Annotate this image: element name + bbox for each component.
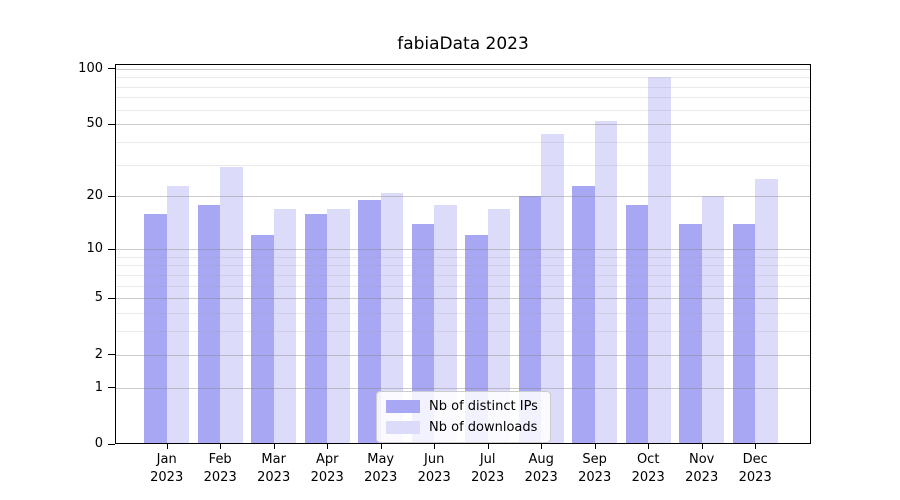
bar-distinct-ips-apr — [304, 213, 328, 444]
x-tick-mark-mar — [273, 444, 275, 449]
bar-downloads-may — [380, 192, 404, 444]
y-tick-label-1: 1 — [94, 379, 103, 395]
legend-item-distinct-ips: Nb of distinct IPs — [386, 399, 538, 414]
gridline-minor-40 — [115, 142, 811, 143]
x-tick-mark-jun — [434, 444, 436, 449]
y-tick-mark-5 — [108, 297, 115, 299]
gridline-major-100 — [115, 68, 811, 70]
y-tick-label-2: 2 — [94, 346, 103, 362]
gridline-minor-9 — [115, 256, 811, 258]
gridline-minor-3 — [115, 331, 811, 333]
gridline-major-2 — [115, 354, 811, 356]
gridline-major-5 — [115, 298, 811, 300]
legend-swatch-distinct-ips — [386, 400, 420, 413]
y-tick-mark-100 — [108, 68, 115, 70]
x-tick-label-nov: Nov 2023 — [685, 452, 719, 485]
x-tick-mark-dec — [755, 444, 757, 449]
y-tick-label-100: 100 — [78, 60, 103, 76]
x-tick-label-mar: Mar 2023 — [257, 452, 291, 485]
y-tick-label-10: 10 — [86, 241, 103, 256]
x-tick-mark-apr — [327, 444, 329, 449]
legend-label-downloads: Nb of downloads — [429, 420, 538, 435]
gridline-minor-80 — [115, 86, 811, 88]
x-tick-label-dec: Dec 2023 — [738, 452, 772, 485]
y-tick-mark-0 — [108, 443, 115, 445]
bar-distinct-ips-jun — [411, 223, 435, 444]
bar-downloads-jan — [166, 185, 190, 444]
x-tick-label-oct: Oct 2023 — [631, 452, 665, 485]
x-tick-mark-jul — [487, 444, 489, 449]
x-tick-mark-nov — [701, 444, 703, 449]
x-tick-mark-feb — [220, 444, 222, 449]
gridline-minor-60 — [115, 109, 811, 111]
bar-downloads-mar — [273, 208, 297, 444]
gridline-minor-7 — [115, 274, 811, 276]
legend: Nb of distinct IPs Nb of downloads — [376, 391, 551, 443]
gridline-minor-4 — [115, 313, 811, 315]
legend-swatch-downloads — [386, 421, 420, 434]
bar-distinct-ips-feb — [197, 204, 221, 444]
bar-distinct-ips-aug — [518, 196, 542, 444]
y-tick-label-5: 5 — [94, 290, 103, 306]
y-tick-label-50: 50 — [86, 116, 103, 132]
bar-distinct-ips-sep — [572, 185, 595, 444]
x-tick-label-jan: Jan 2023 — [150, 452, 184, 485]
bar-distinct-ips-dec — [732, 223, 756, 444]
x-tick-label-apr: Apr 2023 — [310, 452, 344, 485]
y-tick-mark-10 — [108, 248, 115, 250]
gridline-major-50 — [115, 124, 811, 126]
bar-downloads-feb — [220, 167, 243, 444]
y-tick-mark-1 — [108, 387, 115, 389]
x-tick-label-aug: Aug 2023 — [524, 452, 558, 485]
bar-downloads-apr — [327, 208, 350, 444]
x-tick-label-jul: Jul 2023 — [471, 452, 505, 485]
gridline-major-20 — [115, 196, 811, 198]
x-tick-mark-aug — [541, 444, 543, 449]
bar-downloads-dec — [755, 179, 778, 444]
bar-distinct-ips-may — [358, 200, 381, 444]
x-tick-label-may: May 2023 — [364, 452, 398, 485]
bar-downloads-jun — [434, 204, 457, 444]
bar-downloads-jul — [487, 208, 511, 444]
legend-label-distinct-ips: Nb of distinct IPs — [429, 399, 538, 414]
bar-distinct-ips-oct — [625, 204, 649, 444]
x-tick-label-sep: Sep 2023 — [578, 452, 612, 485]
x-tick-mark-sep — [594, 444, 596, 449]
x-tick-label-feb: Feb 2023 — [203, 452, 237, 485]
x-tick-mark-jan — [166, 444, 168, 449]
legend-item-downloads: Nb of downloads — [386, 420, 538, 435]
gridline-major-1 — [115, 387, 811, 389]
bar-downloads-oct — [648, 77, 671, 444]
gridline-minor-6 — [115, 285, 811, 287]
gridline-minor-8 — [115, 265, 811, 267]
chart-title: fabiaData 2023 — [397, 34, 529, 54]
bar-distinct-ips-jan — [144, 213, 167, 444]
bar-distinct-ips-mar — [251, 235, 274, 444]
y-tick-mark-2 — [108, 354, 115, 356]
bar-distinct-ips-nov — [679, 223, 702, 444]
bar-downloads-aug — [541, 134, 564, 444]
y-tick-mark-20 — [108, 195, 115, 198]
bar-downloads-sep — [594, 121, 618, 444]
x-tick-label-jun: Jun 2023 — [417, 452, 451, 485]
x-tick-mark-may — [380, 444, 382, 449]
gridline-major-10 — [115, 249, 811, 250]
y-tick-mark-50 — [108, 123, 115, 125]
x-tick-mark-oct — [648, 444, 650, 449]
gridline-minor-30 — [115, 164, 811, 166]
gridline-minor-70 — [115, 97, 811, 99]
y-tick-label-20: 20 — [86, 188, 103, 204]
gridline-minor-90 — [115, 77, 811, 79]
bar-downloads-nov — [701, 196, 725, 444]
y-tick-label-0: 0 — [94, 436, 103, 451]
